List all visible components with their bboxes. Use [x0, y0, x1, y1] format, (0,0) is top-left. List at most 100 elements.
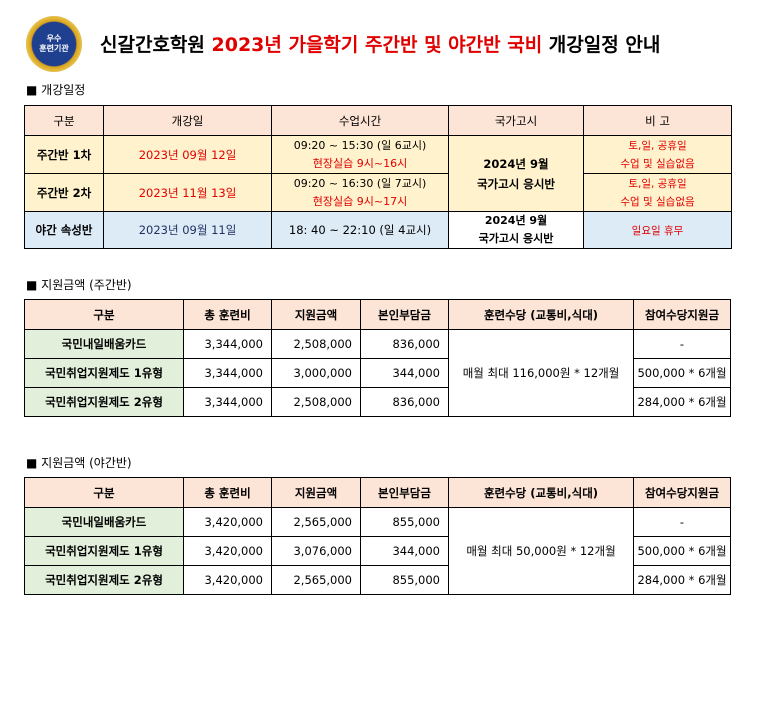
- amount-cell: 3,076,000: [271, 536, 361, 566]
- column-header: 총 훈련비: [183, 299, 272, 330]
- participation-allowance: 500,000 * 6개월: [633, 536, 731, 566]
- column-header: 국가고시: [448, 105, 584, 136]
- logo-text: 우수: [46, 34, 62, 43]
- section-schedule-heading: ■ 개강일정: [26, 83, 86, 97]
- participation-allowance: -: [633, 507, 731, 537]
- night-support-table: 구분 총 훈련비 지원금액 본인부담금 훈련수당 (교통비,식대) 참여수당지원금 국민내일…: [24, 477, 731, 595]
- column-header: 참여수당지원금: [633, 299, 731, 330]
- participation-allowance: 500,000 * 6개월: [633, 358, 731, 388]
- amount-cell: 2,508,000: [271, 387, 361, 417]
- amount-cell: 836,000: [360, 387, 449, 417]
- column-header: 참여수당지원금: [633, 477, 731, 508]
- table-header-row: 구분 개강일 수업시간 국가고시 비 고: [24, 105, 732, 136]
- practice-text: 현장실습 9시~17시: [312, 194, 408, 208]
- amount-cell: 2,565,000: [271, 565, 361, 595]
- participation-allowance: -: [633, 329, 731, 359]
- training-allowance: 매월 최대 116,000원 * 12개월: [448, 329, 634, 417]
- participation-allowance: 284,000 * 6개월: [633, 565, 731, 595]
- column-header: 본인부담금: [360, 299, 449, 330]
- table-row: 국민취업지원제도 1유형 3,344,000 3,000,000 344,000 500…: [24, 358, 731, 388]
- program-name: 국민내일배움카드: [24, 329, 184, 359]
- amount-cell: 344,000: [360, 536, 449, 566]
- program-name: 국민취업지원제도 2유형: [24, 387, 184, 417]
- start-date: 2023년 09월 11일: [103, 211, 272, 249]
- note-line: 수업 및 실습없음: [620, 195, 695, 208]
- note-line: 토,일, 공휴일: [628, 139, 687, 152]
- class-name: 주간반 2차: [24, 173, 104, 212]
- page-title: 신갈간호학원 2023년 가을학기 주간반 및 야간반 국비 개강일정 안내: [100, 30, 660, 57]
- class-time: 09:20 ~ 16:30 (일 7교시) 현장실습 9시~17시: [271, 173, 449, 212]
- start-date: 2023년 11월 13일: [103, 173, 272, 212]
- program-name: 국민취업지원제도 2유형: [24, 565, 184, 595]
- column-header: 구분: [24, 477, 184, 508]
- note-line: 토,일, 공휴일: [628, 177, 687, 190]
- title-prefix: 신갈간호학원: [100, 34, 212, 56]
- table-row: 국민취업지원제도 2유형 3,420,000 2,565,000 855,000 284…: [24, 565, 731, 595]
- column-header: 비 고: [583, 105, 732, 136]
- amount-cell: 836,000: [360, 329, 449, 359]
- table-row: 국민내일배움카드 3,420,000 2,565,000 855,000 매월 최대 5…: [24, 507, 731, 595]
- class-name: 야간 속성반: [24, 211, 104, 249]
- table-row: 국민취업지원제도 2유형 3,344,000 2,508,000 836,000 284…: [24, 387, 731, 417]
- column-header: 총 훈련비: [183, 477, 272, 508]
- note: 일요일 휴무: [583, 211, 732, 249]
- time-text: 09:20 ~ 15:30 (일 6교시): [293, 138, 427, 152]
- column-header: 훈련수당 (교통비,식대): [448, 299, 634, 330]
- table-row: 주간반 1차 2023년 09월 12일 09:20 ~ 15:30 (일 6교…: [24, 135, 732, 212]
- column-header: 본인부담금: [360, 477, 449, 508]
- program-name: 국민취업지원제도 1유형: [24, 358, 184, 388]
- amount-cell: 855,000: [360, 507, 449, 537]
- amount-cell: 3,344,000: [183, 387, 272, 417]
- exam-date: 2024년 9월: [484, 214, 548, 227]
- time-text: 09:20 ~ 16:30 (일 7교시): [293, 176, 427, 190]
- day-support-table: 구분 총 훈련비 지원금액 본인부담금 훈련수당 (교통비,식대) 참여수당지원금 국민내일…: [24, 299, 731, 417]
- column-header: 구분: [24, 299, 184, 330]
- logo-text: 훈련기관: [39, 44, 69, 53]
- exam-label: 국가고시 응시반: [476, 176, 556, 191]
- column-header: 개강일: [103, 105, 272, 136]
- column-header: 훈련수당 (교통비,식대): [448, 477, 634, 508]
- start-date: 2023년 09월 12일: [103, 135, 272, 174]
- title-suffix: 개강일정 안내: [542, 34, 661, 56]
- class-time: 18: 40 ~ 22:10 (일 4교시): [271, 211, 449, 249]
- amount-cell: 344,000: [360, 358, 449, 388]
- column-header: 구분: [24, 105, 104, 136]
- practice-text: 현장실습 9시~16시: [312, 156, 408, 170]
- class-time: 09:20 ~ 15:30 (일 6교시) 현장실습 9시~16시: [271, 135, 449, 174]
- column-header: 지원금액: [271, 477, 361, 508]
- column-header: 지원금액: [271, 299, 361, 330]
- table-row: 주간반 2차 2023년 11월 13일 09:20 ~ 16:30 (일 7교…: [24, 173, 732, 212]
- amount-cell: 3,420,000: [183, 536, 272, 566]
- table-row: 국민내일배움카드 3,344,000 2,508,000 836,000 매월 최대 1…: [24, 329, 731, 417]
- note-line: 수업 및 실습없음: [620, 157, 695, 170]
- table-header-row: 구분 총 훈련비 지원금액 본인부담금 훈련수당 (교통비,식대) 참여수당지원금: [24, 299, 731, 330]
- table-row: 국민취업지원제도 1유형 3,420,000 3,076,000 344,000 500…: [24, 536, 731, 566]
- exam-label: 국가고시 응시반: [478, 232, 554, 245]
- exam-date: 2024년 9월: [483, 156, 549, 171]
- amount-cell: 2,565,000: [271, 507, 361, 537]
- title-highlight: 2023년 가을학기 주간반 및 야간반 국비: [211, 34, 543, 56]
- amount-cell: 3,344,000: [183, 329, 272, 359]
- class-name: 주간반 1차: [24, 135, 104, 174]
- amount-cell: 2,508,000: [271, 329, 361, 359]
- table-row: 야간 속성반 2023년 09월 11일 18: 40 ~ 22:10 (일 4…: [24, 211, 732, 249]
- section-night-support-heading: ■ 지원금액 (야간반): [26, 456, 132, 470]
- participation-allowance: 284,000 * 6개월: [633, 387, 731, 417]
- amount-cell: 3,000,000: [271, 358, 361, 388]
- training-institution-logo: 우수 훈련기관: [26, 16, 82, 72]
- training-allowance: 매월 최대 50,000원 * 12개월: [448, 507, 634, 595]
- amount-cell: 3,344,000: [183, 358, 272, 388]
- program-name: 국민내일배움카드: [24, 507, 184, 537]
- program-name: 국민취업지원제도 1유형: [24, 536, 184, 566]
- amount-cell: 855,000: [360, 565, 449, 595]
- amount-cell: 3,420,000: [183, 507, 272, 537]
- table-header-row: 구분 총 훈련비 지원금액 본인부담금 훈련수당 (교통비,식대) 참여수당지원금: [24, 477, 731, 508]
- schedule-table: 구분 개강일 수업시간 국가고시 비 고 주간반 1차 2023년 09월 12일 09…: [24, 105, 732, 249]
- column-header: 수업시간: [271, 105, 449, 136]
- amount-cell: 3,420,000: [183, 565, 272, 595]
- section-day-support-heading: ■ 지원금액 (주간반): [26, 278, 132, 292]
